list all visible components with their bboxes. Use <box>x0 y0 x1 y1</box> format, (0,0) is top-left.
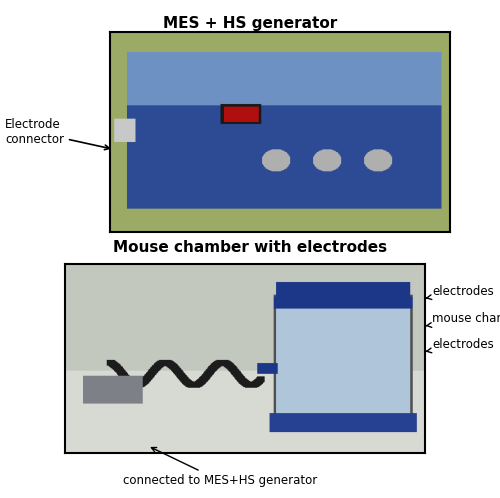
Text: mouse chamber: mouse chamber <box>426 312 500 327</box>
Text: connected to MES+HS generator: connected to MES+HS generator <box>123 448 317 487</box>
Text: Mouse chamber with electrodes: Mouse chamber with electrodes <box>113 240 387 255</box>
Text: MES + HS generator: MES + HS generator <box>163 16 337 31</box>
Text: electrodes: electrodes <box>426 338 494 353</box>
Text: Electrode
connector: Electrode connector <box>5 118 110 150</box>
Text: electrodes: electrodes <box>426 285 494 299</box>
